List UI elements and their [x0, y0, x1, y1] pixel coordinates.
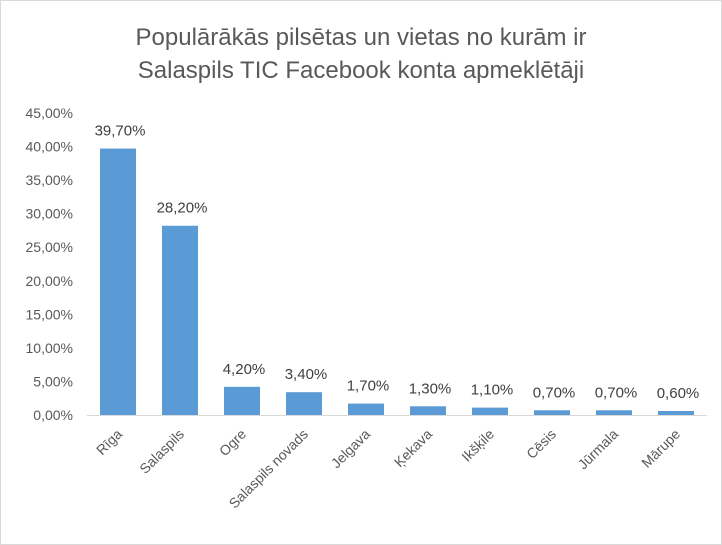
y-tick-label: 20,00% — [26, 273, 73, 289]
bar-4 — [286, 392, 322, 415]
category-label: Ogre — [216, 426, 249, 459]
bar-2 — [162, 225, 198, 415]
y-tick-label: 25,00% — [26, 239, 73, 255]
y-tick-label: 40,00% — [26, 139, 73, 155]
bar-10 — [658, 410, 694, 415]
y-tick-label: 35,00% — [26, 172, 73, 188]
data-label: 4,20% — [223, 361, 266, 378]
category-label: Salaspils — [136, 426, 187, 477]
data-label: 1,30% — [409, 380, 452, 397]
y-tick-label: 45,00% — [26, 105, 73, 121]
data-label: 3,40% — [285, 366, 328, 383]
bar-1 — [100, 148, 136, 415]
bar-7 — [472, 407, 508, 415]
data-label: 0,70% — [533, 384, 576, 401]
y-tick-label: 30,00% — [26, 206, 73, 222]
chart-title-line-2: Salaspils TIC Facebook konta apmeklētāji — [137, 57, 585, 84]
data-label: 28,20% — [157, 200, 208, 217]
data-label: 0,70% — [595, 384, 638, 401]
bar-6 — [410, 406, 446, 415]
y-tick-label: 10,00% — [26, 340, 73, 356]
data-label: 39,70% — [95, 123, 146, 140]
chart-title-line-1: Populārākās pilsētas un vietas no kurām … — [135, 24, 587, 51]
category-label: Mārupe — [638, 426, 683, 471]
category-label: Ķekava — [391, 426, 435, 470]
data-label: 0,60% — [657, 385, 700, 402]
category-label: Rīga — [93, 426, 125, 458]
bar-3 — [224, 386, 260, 415]
bar-8 — [534, 410, 570, 415]
bar-9 — [596, 410, 632, 415]
category-label: Jelgava — [328, 426, 374, 472]
category-label: Jūrmala — [575, 426, 622, 473]
data-label: 1,70% — [347, 378, 390, 395]
y-tick-label: 5,00% — [33, 373, 73, 389]
y-tick-label: 15,00% — [26, 306, 73, 322]
bar-5 — [348, 403, 384, 415]
chart-title: Populārākās pilsētas un vietas no kurām … — [1, 21, 721, 87]
category-label: Cēsis — [523, 426, 559, 462]
data-label: 1,10% — [471, 382, 514, 399]
category-label: Ikšķile — [458, 426, 497, 465]
y-tick-label: 0,00% — [33, 407, 73, 423]
